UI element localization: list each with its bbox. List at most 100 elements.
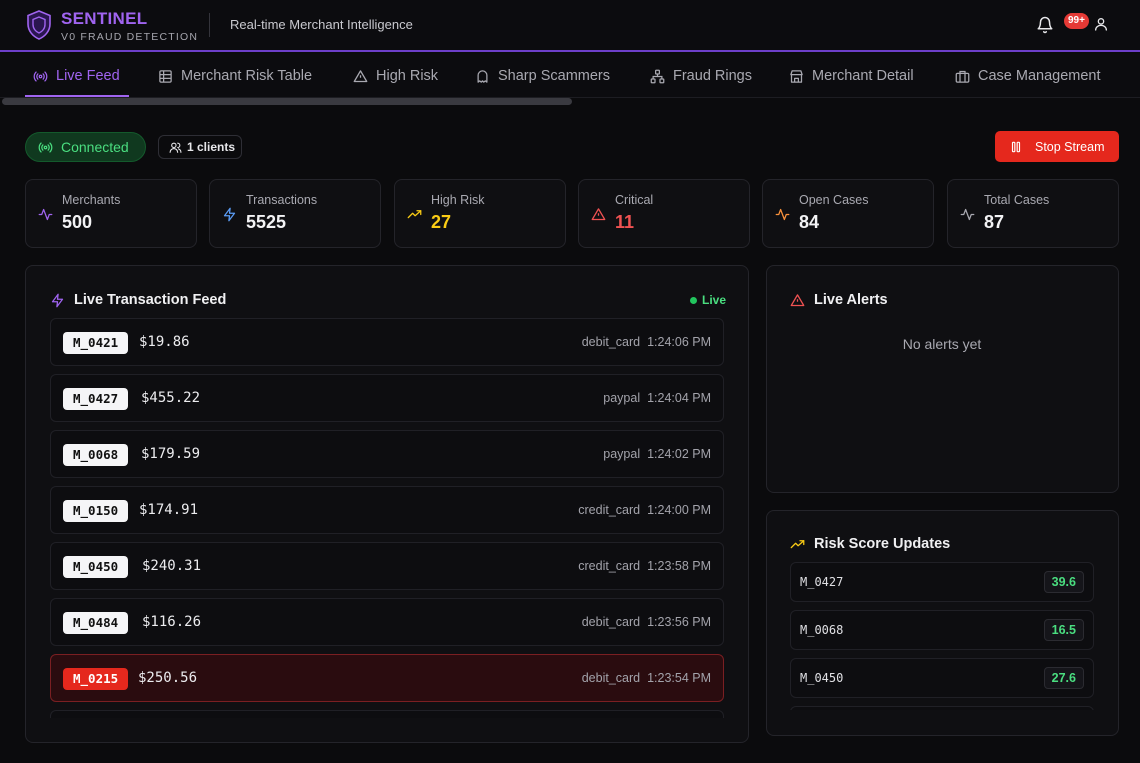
risk-score-badge: 27.6 <box>1043 667 1084 689</box>
tab-merchant-risk-table[interactable]: Merchant Risk Table <box>158 54 312 98</box>
warning-icon <box>353 69 368 82</box>
tab-fraud-rings[interactable]: Fraud Rings <box>650 54 752 98</box>
panel-title-text: Risk Score Updates <box>814 536 951 552</box>
radio-icon <box>38 141 53 153</box>
merchant-id: M_0068 <box>800 623 844 637</box>
brand-subtitle: V0 FRAUD DETECTION <box>61 31 199 43</box>
transaction-list[interactable]: M_0421 $19.86 debit_card 1:24:06 PM M_04… <box>50 318 724 718</box>
activity-icon <box>775 208 790 221</box>
transaction-time: 1:23:56 PM <box>647 615 711 629</box>
stat-card-total-cases: Total Cases 87 <box>947 179 1119 248</box>
tab-merchant-detail[interactable]: Merchant Detail <box>789 54 914 98</box>
stat-label: Critical <box>615 193 654 207</box>
app-header: SENTINEL V0 FRAUD DETECTION Real-time Me… <box>0 0 1140 52</box>
transaction-row[interactable]: M_0484 $116.26 debit_card 1:23:56 PM <box>50 598 724 646</box>
stat-value: 500 <box>62 212 93 232</box>
risk-update-row[interactable]: M_0068 16.5 <box>790 610 1094 650</box>
live-indicator-text: Live <box>702 293 727 307</box>
stat-card-critical: Critical 11 <box>578 179 750 248</box>
risk-updates-title: Risk Score Updates <box>790 536 950 552</box>
bell-icon[interactable] <box>1036 16 1054 34</box>
live-dot-icon <box>690 296 697 304</box>
panel-title-text: Live Alerts <box>814 292 888 308</box>
stat-value: 5525 <box>246 212 287 232</box>
merchant-id: M_0450 <box>800 671 844 685</box>
clients-count-text: 1 clients <box>187 140 236 154</box>
stat-card-transactions: Transactions 5525 <box>209 179 381 248</box>
tab-sharp-scammers[interactable]: Sharp Scammers <box>475 54 610 98</box>
tab-high-risk[interactable]: High Risk <box>353 54 438 98</box>
stat-value: 27 <box>431 212 452 232</box>
live-indicator: Live <box>690 293 726 307</box>
tab-label: Fraud Rings <box>673 68 752 84</box>
merchant-id-badge: M_0068 <box>63 444 129 466</box>
risk-update-row[interactable]: M_0427 39.6 <box>790 562 1094 602</box>
payment-method: debit_card <box>581 671 641 685</box>
transaction-row[interactable]: M_0068 $179.59 paypal 1:24:02 PM <box>50 430 724 478</box>
merchant-id-badge: M_0450 <box>63 556 129 578</box>
trending-up-icon <box>407 210 422 219</box>
tab-label: Sharp Scammers <box>498 68 611 84</box>
stat-value: 84 <box>799 212 820 232</box>
transaction-row[interactable]: M_0421 $19.86 debit_card 1:24:06 PM <box>50 318 724 366</box>
risk-update-row[interactable]: M_0450 27.6 <box>790 658 1094 698</box>
risk-updates-list[interactable]: M_0427 39.6 M_0068 16.5 M_0450 27.6 <box>790 562 1094 710</box>
trending-up-icon <box>790 539 805 548</box>
tab-scrollbar[interactable] <box>2 98 572 105</box>
live-alerts-title: Live Alerts <box>790 292 888 308</box>
zap-icon <box>223 207 236 222</box>
payment-method: debit_card <box>581 615 641 629</box>
merchant-id: M_0427 <box>800 575 844 589</box>
stat-value: 11 <box>615 212 635 232</box>
active-tab-indicator <box>25 95 129 97</box>
payment-method: debit_card <box>581 335 641 349</box>
radio-icon <box>33 70 48 82</box>
transaction-time: 1:23:58 PM <box>647 559 711 573</box>
transaction-meta: debit_card 1:24:06 PM <box>582 335 711 349</box>
clients-count-badge: 1 clients <box>158 135 242 159</box>
network-icon <box>650 69 665 83</box>
stop-stream-button[interactable]: Stop Stream <box>995 131 1119 162</box>
stat-card-open-cases: Open Cases 84 <box>762 179 934 248</box>
transaction-amount: $116.26 <box>142 614 202 630</box>
stat-card-merchants: Merchants 500 <box>25 179 197 248</box>
briefcase-icon <box>955 70 970 83</box>
stat-value: 87 <box>984 212 1005 232</box>
payment-method: paypal <box>603 447 641 461</box>
transaction-row[interactable]: M_0150 $174.91 credit_card 1:24:00 PM <box>50 486 724 534</box>
store-icon <box>790 69 803 83</box>
transaction-amount: $19.86 <box>139 334 190 350</box>
transaction-row[interactable]: M_0427 $455.22 paypal 1:24:04 PM <box>50 374 724 422</box>
alert-icon <box>790 293 805 306</box>
merchant-id-badge: M_0427 <box>63 388 129 410</box>
tab-label: Case Management <box>978 68 1101 84</box>
transaction-time: 1:24:02 PM <box>647 447 711 461</box>
risk-update-row[interactable] <box>790 706 1094 710</box>
transaction-row-flagged[interactable]: M_0215 $250.56 debit_card 1:23:54 PM <box>50 654 724 702</box>
transaction-meta: credit_card 1:24:00 PM <box>578 503 711 517</box>
transaction-meta: paypal 1:24:02 PM <box>603 447 711 461</box>
transaction-row[interactable]: M_0450 $240.31 credit_card 1:23:58 PM <box>50 542 724 590</box>
tab-live-feed[interactable]: Live Feed <box>33 54 120 98</box>
payment-method: credit_card <box>578 559 641 573</box>
alert-icon <box>591 208 606 221</box>
table-icon <box>159 69 172 83</box>
transaction-time: 1:24:06 PM <box>647 335 711 349</box>
stat-card-high-risk: High Risk 27 <box>394 179 566 248</box>
tab-label: High Risk <box>376 68 439 84</box>
tab-label: Live Feed <box>56 68 120 84</box>
stat-label: Open Cases <box>799 193 869 207</box>
user-icon[interactable] <box>1093 16 1109 32</box>
activity-icon <box>960 208 975 221</box>
merchant-id-badge: M_0421 <box>63 332 129 354</box>
tab-bar: Live Feed Merchant Risk Table High Risk … <box>0 54 1140 98</box>
connection-status-badge: Connected <box>25 132 146 162</box>
panel-title-text: Live Transaction Feed <box>74 292 227 308</box>
merchant-id-badge: M_0484 <box>63 612 129 634</box>
tab-label: Merchant Risk Table <box>181 68 313 84</box>
connection-status-text: Connected <box>61 139 129 155</box>
tab-case-management[interactable]: Case Management <box>955 54 1101 98</box>
transaction-meta: debit_card 1:23:56 PM <box>582 615 711 629</box>
stat-label: Total Cases <box>984 193 1050 207</box>
transaction-row[interactable] <box>50 710 724 718</box>
